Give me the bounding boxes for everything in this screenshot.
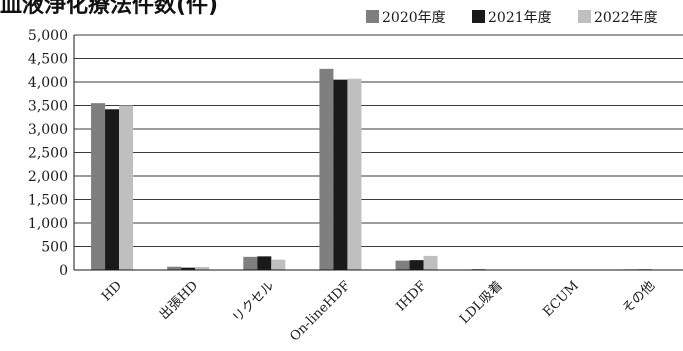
gridlines — [74, 34, 683, 247]
y-tick-label: 3,500 — [28, 99, 68, 115]
y-axis-ticks: 0 500 1,000 1,500 2,000 2,500 3,000 3,500 4,000 4… — [28, 28, 68, 279]
bars — [91, 68, 666, 271]
bar — [257, 256, 272, 270]
bar — [167, 266, 182, 270]
legend-label: 2022年度 — [594, 10, 658, 26]
x-tick-label: IHDF — [394, 278, 430, 314]
chart-title: 血液浄化療法件数(件) — [0, 0, 219, 18]
x-tick-label: HD — [99, 278, 125, 304]
axes — [73, 35, 683, 271]
legend-swatch — [472, 10, 485, 23]
x-tick-label: On-lineHDF — [287, 278, 353, 344]
y-tick-label: 3,000 — [28, 122, 68, 138]
legend-swatch — [578, 10, 591, 23]
bar — [271, 259, 286, 270]
bar — [181, 267, 196, 270]
y-tick-label: 4,000 — [28, 75, 68, 91]
bar — [333, 79, 348, 271]
y-tick-label: 2,000 — [28, 169, 68, 185]
bar — [105, 109, 120, 270]
y-tick-label: 5,000 — [28, 28, 68, 44]
x-tick-label: 出張HD — [157, 278, 201, 322]
y-tick-label: 2,500 — [28, 146, 68, 162]
y-tick-label: 1,500 — [28, 193, 68, 209]
y-tick-label: 500 — [41, 240, 68, 256]
bar — [243, 256, 258, 270]
x-tick-label: リクセル — [230, 278, 277, 325]
x-axis-ticks: HD 出張HD リクセル On-lineHDF IHDF LDL吸着 ECUM その他 — [99, 278, 658, 345]
x-tick-label: LDL吸着 — [456, 278, 505, 327]
bar — [195, 266, 210, 270]
x-tick-label: ECUM — [540, 278, 582, 320]
bar — [409, 260, 424, 270]
y-tick-label: 0 — [59, 263, 68, 279]
bar — [91, 103, 106, 271]
bar — [319, 68, 334, 270]
y-tick-label: 1,000 — [28, 216, 68, 232]
bar — [423, 255, 438, 270]
y-tick-label: 4,500 — [28, 52, 68, 68]
legend: 2020年度 2021年度 2022年度 — [366, 10, 658, 26]
bar — [347, 78, 362, 271]
bar — [395, 260, 410, 270]
bar — [119, 105, 134, 270]
legend-label: 2020年度 — [382, 10, 446, 26]
legend-swatch — [366, 10, 379, 23]
legend-label: 2021年度 — [488, 10, 552, 26]
x-tick-label: その他 — [620, 278, 658, 316]
